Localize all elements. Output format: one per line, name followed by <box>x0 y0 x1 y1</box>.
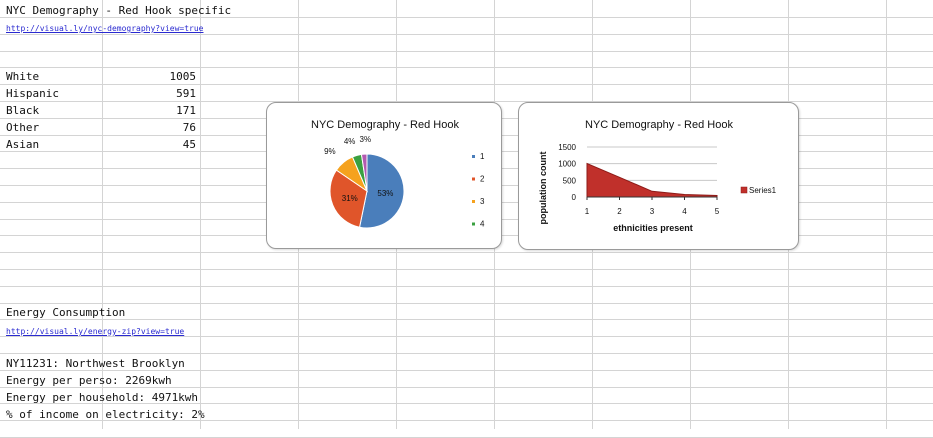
y-tick-label: 1000 <box>558 160 576 169</box>
energy-line[interactable]: % of income on electricity: 2% <box>6 408 205 421</box>
column-divider <box>102 0 103 429</box>
row-divider <box>0 319 933 321</box>
legend-swatch <box>740 186 748 194</box>
row-divider <box>0 101 933 102</box>
row-divider <box>0 336 933 338</box>
area-chart-svg: NYC Demography - Red Hook 0 500 1000 1500 1 2… <box>538 119 777 233</box>
pie-slice[interactable] <box>329 169 368 228</box>
pie-chart-svg: NYC Demography - Red Hook 53% 31% 9% 4% 3% 1… <box>311 119 485 229</box>
x-tick-label: 3 <box>650 207 655 216</box>
row-divider <box>0 386 933 388</box>
row-divider <box>0 269 933 270</box>
row-divider <box>0 420 933 422</box>
table-row-label[interactable]: Asian <box>6 138 40 151</box>
x-tick-label: 4 <box>682 207 687 216</box>
table-row-value[interactable]: 1005 <box>169 70 197 83</box>
row-divider <box>0 50 933 52</box>
table-row-value[interactable]: 171 <box>176 104 196 117</box>
y-axis-label: population count <box>538 152 548 225</box>
y-tick-label: 0 <box>572 193 577 202</box>
y-tick-label: 500 <box>563 176 577 185</box>
row-divider <box>0 84 933 86</box>
x-tick-label: 1 <box>585 207 590 216</box>
pie-slice[interactable] <box>360 153 368 192</box>
row-divider <box>0 369 933 371</box>
row-divider <box>0 17 933 18</box>
table-row-label[interactable]: Black <box>6 104 40 117</box>
pie-chart[interactable]: NYC Demography - Red Hook 53% 31% 9% 4% 3% 1… <box>266 102 502 249</box>
legend-label: 3 <box>480 197 485 206</box>
legend-label: Series1 <box>749 186 777 195</box>
x-axis-label: ethnicities present <box>613 223 693 233</box>
demography-link[interactable]: http://visual.ly/nyc-demography?view=tru… <box>6 24 204 33</box>
pie-data-label: 4% <box>344 137 356 146</box>
x-tick-label: 5 <box>715 207 720 216</box>
row-divider <box>0 252 933 254</box>
table-row-label[interactable]: Other <box>6 121 40 134</box>
row-divider <box>0 67 933 69</box>
x-tick-label: 2 <box>617 207 622 216</box>
column-divider <box>200 0 201 429</box>
legend-swatch <box>472 177 475 181</box>
pie-data-label: 53% <box>377 189 393 198</box>
sheet-title-cell[interactable]: NYC Demography - Red Hook specific <box>6 4 232 17</box>
pie-data-label: 9% <box>324 147 336 156</box>
column-divider <box>886 0 887 429</box>
row-divider <box>0 285 933 287</box>
pie-chart-title: NYC Demography - Red Hook <box>311 119 459 131</box>
legend-label: 4 <box>480 220 485 229</box>
energy-line[interactable]: NY11231: Northwest Brooklyn <box>6 357 185 370</box>
area-chart-title: NYC Demography - Red Hook <box>585 119 733 131</box>
table-row-value[interactable]: 591 <box>176 87 196 100</box>
energy-line[interactable]: Energy per household: 4971kwh <box>6 391 199 404</box>
row-divider <box>0 353 933 354</box>
row-divider <box>0 403 933 405</box>
legend-label: 1 <box>480 152 485 161</box>
pie-data-label: 3% <box>360 135 372 144</box>
table-row-label[interactable]: White <box>6 70 40 83</box>
pie-slice[interactable] <box>358 153 405 229</box>
legend-swatch <box>472 222 475 226</box>
table-row-label[interactable]: Hispanic <box>6 87 59 100</box>
pie-data-label: 31% <box>342 194 358 203</box>
y-tick-label: 1500 <box>558 143 576 152</box>
legend-label: 2 <box>480 175 485 184</box>
energy-link[interactable]: http://visual.ly/energy-zip?view=true <box>6 327 185 336</box>
energy-line[interactable]: Energy per perso: 2269kwh <box>6 374 172 387</box>
energy-title-cell[interactable]: Energy Consumption <box>6 306 126 319</box>
area-chart[interactable]: NYC Demography - Red Hook 0 500 1000 1500 1 2… <box>518 102 799 250</box>
table-row-value[interactable]: 76 <box>182 121 196 134</box>
legend-swatch <box>472 200 475 203</box>
legend-swatch <box>472 155 475 158</box>
row-divider <box>0 302 933 304</box>
table-row-value[interactable]: 45 <box>182 138 196 151</box>
row-divider <box>0 33 933 35</box>
